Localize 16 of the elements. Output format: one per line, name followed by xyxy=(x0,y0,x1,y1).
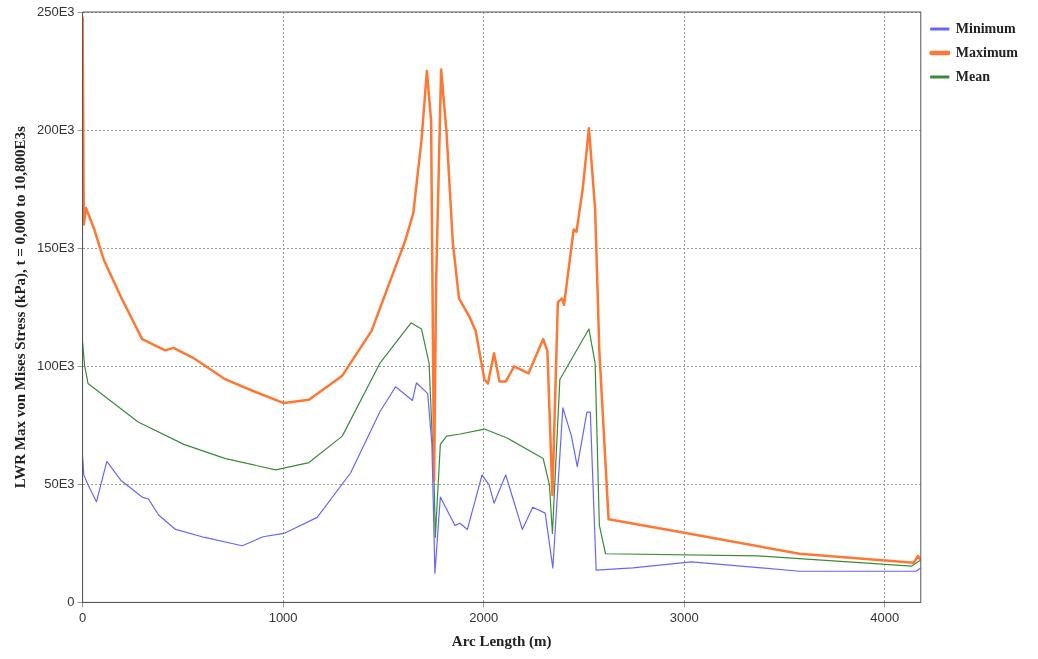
x-tick-label: 4000 xyxy=(870,609,900,625)
y-tick-label: 250E3 xyxy=(37,3,75,19)
y-axis-title: LWR Max von Mises Stress (kPa), t = 0,000 to 10,800E3s xyxy=(11,125,29,489)
x-tick-label: 1000 xyxy=(268,609,298,625)
x-tick-label: 2000 xyxy=(469,609,499,625)
x-tick-label: 3000 xyxy=(669,609,699,625)
y-tick-label: 150E3 xyxy=(37,239,75,255)
x-tick-label: 0 xyxy=(78,609,87,625)
y-tick-label: 0 xyxy=(67,593,75,609)
y-tick-label: 50E3 xyxy=(44,475,75,491)
x-axis-title: Arc Length (m) xyxy=(451,632,552,650)
legend-label: Mean xyxy=(955,68,991,84)
legend-label: Minimum xyxy=(955,20,1017,36)
legend-label: Maximum xyxy=(955,44,1019,60)
y-tick-label: 100E3 xyxy=(37,357,75,373)
y-tick-label: 200E3 xyxy=(37,121,75,137)
